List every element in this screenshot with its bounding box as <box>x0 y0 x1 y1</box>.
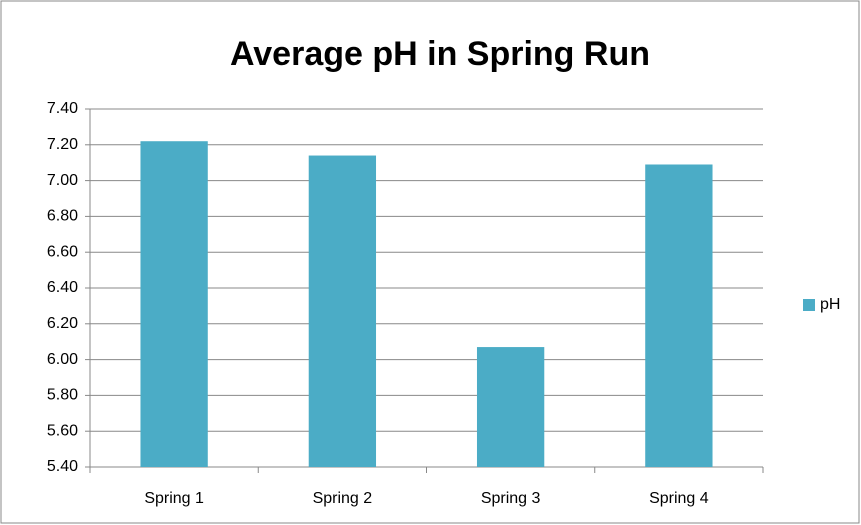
bar <box>308 155 377 468</box>
y-tick-label: 5.80 <box>47 387 78 404</box>
y-tick-label: 6.40 <box>47 279 78 296</box>
chart-title: Average pH in Spring Run <box>230 35 650 73</box>
y-tick-label: 6.80 <box>47 208 78 225</box>
x-tick-label: Spring 4 <box>649 490 709 507</box>
legend-label: pH <box>820 296 840 313</box>
bar <box>140 141 208 467</box>
x-tick-label: Spring 3 <box>481 490 541 507</box>
y-tick-label: 6.00 <box>47 351 78 368</box>
bar <box>476 347 545 467</box>
y-tick-label: 6.60 <box>47 243 78 260</box>
y-tick-label: 5.40 <box>47 458 78 475</box>
y-tick-label: 5.60 <box>47 422 78 439</box>
legend-swatch <box>803 299 815 311</box>
y-tick-label: 6.20 <box>47 315 78 332</box>
bar <box>645 164 713 468</box>
x-tick-label: Spring 1 <box>144 490 204 507</box>
y-tick-label: 7.20 <box>47 136 78 153</box>
y-tick-label: 7.40 <box>47 100 78 117</box>
x-tick-label: Spring 2 <box>313 490 373 507</box>
y-tick-label: 7.00 <box>47 172 78 189</box>
